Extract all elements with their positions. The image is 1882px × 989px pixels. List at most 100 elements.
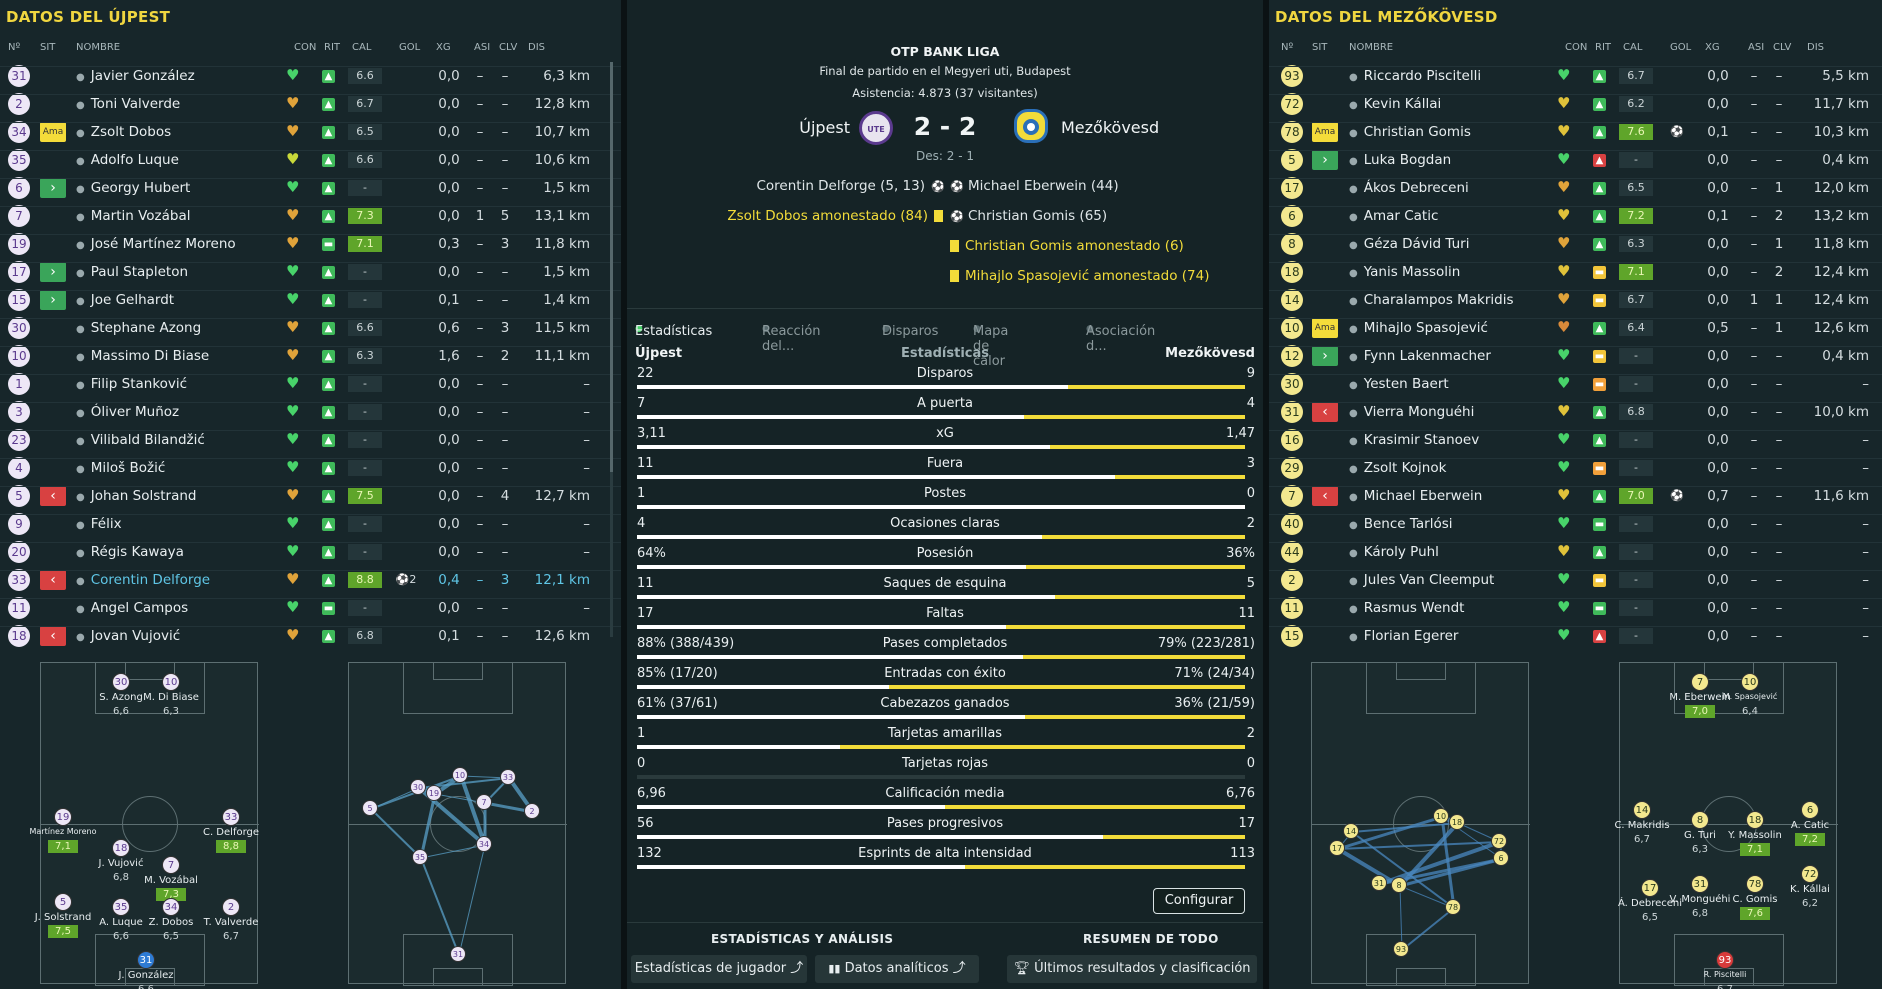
player-row[interactable]: 11 ● Rasmus Wendt ♥ ▬ - 0,0 – – – — [1269, 594, 1882, 622]
home-table-scrollbar[interactable] — [610, 62, 613, 637]
player-marker[interactable]: 93 — [1716, 951, 1734, 969]
player-row[interactable]: 78 Ama ● Christian Gomis ♥ ▲ 7.6 ⚽ 0,1 – – 10,3 km — [1269, 118, 1882, 146]
pass-map-node[interactable]: 93 — [1393, 941, 1409, 957]
column-header-cal[interactable]: CAL — [1623, 42, 1643, 53]
player-row[interactable]: 2 ● Jules Van Cleemput ♥ ▬ - 0,0 – – – — [1269, 566, 1882, 594]
player-marker[interactable]: 34 — [162, 898, 180, 916]
player-row[interactable]: 9 ● Félix ♥ ▲ -0,0– – – — [0, 510, 621, 538]
player-row[interactable]: 5 ‹ ● Johan Solstrand ♥ ▲ 7.5 0,0–4 12,7 km — [0, 482, 621, 510]
player-name[interactable]: ● Massimo Di Biase — [76, 346, 209, 368]
player-name[interactable]: ● José Martínez Moreno — [76, 234, 236, 256]
player-name[interactable]: ● Károly Puhl — [1349, 542, 1439, 564]
player-row[interactable]: 15 › ● Joe Gelhardt ♥ ▲ -0,1– –1,4 km — [0, 286, 621, 314]
player-row[interactable]: 1 ● Filip Stanković ♥ ▲ -0,0– – – — [0, 370, 621, 398]
player-marker[interactable]: 6 — [1801, 801, 1819, 819]
player-marker[interactable]: 35 — [112, 898, 130, 916]
player-name[interactable]: ● Joe Gelhardt — [76, 290, 174, 312]
player-marker[interactable]: 19 — [54, 808, 72, 826]
player-name[interactable]: ● Michael Eberwein — [1349, 486, 1482, 508]
player-marker[interactable]: 18 — [112, 839, 130, 857]
player-name[interactable]: ● Vilibald Bilandžić — [76, 430, 205, 452]
away-team-name[interactable]: Mezőkövesd — [1061, 118, 1160, 137]
player-row[interactable]: 10 ● Massimo Di Biase ♥ ▲ 6.3 1,6–2 11,1 km — [0, 342, 621, 370]
pass-map-node[interactable]: 19 — [426, 785, 442, 801]
player-row[interactable]: 10 Ama ● Mihajlo Spasojević ♥ ▲ 6.4 0,5 –1 12,6 k… — [1269, 314, 1882, 342]
player-marker[interactable]: 10 — [162, 673, 180, 691]
player-marker[interactable]: 2 — [222, 898, 240, 916]
pass-map-node[interactable]: 31 — [1371, 875, 1387, 891]
player-row[interactable]: 35 ● Adolfo Luque ♥ ▲ 6.6 0,0– –10,6 km — [0, 146, 621, 174]
player-row[interactable]: 93 ● Riccardo Piscitelli ♥ ▲ 6.7 0,0 – – 5,5 km — [1269, 62, 1882, 90]
home-team-name[interactable]: Újpest — [799, 118, 850, 137]
player-row[interactable]: 19 ● José Martínez Moreno ♥ ▬ 7.1 0,3–3 11,8 km — [0, 230, 621, 258]
player-marker[interactable]: 31 — [1691, 875, 1709, 893]
player-name[interactable]: ● Miloš Božić — [76, 458, 165, 480]
player-row[interactable]: 30 ● Stephane Azong ♥ ▲ 6.6 0,6–3 11,5 km — [0, 314, 621, 342]
column-header-n[interactable]: Nº — [8, 42, 21, 53]
column-header-name[interactable]: NOMBRE — [1349, 42, 1394, 53]
column-header-n[interactable]: Nº — [1281, 42, 1294, 53]
player-marker[interactable]: 17 — [1641, 879, 1659, 897]
column-header-dis[interactable]: DIS — [528, 42, 545, 53]
player-name[interactable]: ● Yesten Baert — [1349, 374, 1449, 396]
column-header-asi[interactable]: ASI — [1748, 42, 1765, 53]
player-marker[interactable]: 31 — [137, 951, 155, 969]
player-row[interactable]: 7 ‹ ● Michael Eberwein ♥ ▲ 7.0 ⚽ 0,7 – – 11,6 km — [1269, 482, 1882, 510]
player-row[interactable]: 18 ● Yanis Massolin ♥ ▬ 7.1 0,0 –2 12,4 km — [1269, 258, 1882, 286]
player-row[interactable]: 31 ● Javier González ♥ ▲ 6.6 0,0– –6,3 km — [0, 62, 621, 90]
player-name[interactable]: ● Georgy Hubert — [76, 178, 190, 200]
player-name[interactable]: ● Javier González — [76, 66, 195, 88]
player-row[interactable]: 4 ● Miloš Božić ♥ ▲ -0,0– – – — [0, 454, 621, 482]
column-header-gol[interactable]: GOL — [1670, 42, 1692, 53]
player-row[interactable]: 7 ● Martin Vozábal ♥ ▲ 7.3 0,0 1 5 13,1 km — [0, 202, 621, 230]
pass-map-node[interactable]: 8 — [1391, 877, 1407, 893]
player-marker[interactable]: 10 — [1741, 673, 1759, 691]
column-header-dis[interactable]: DIS — [1807, 42, 1824, 53]
player-name[interactable]: ● Christian Gomis — [1349, 122, 1471, 144]
column-header-rit[interactable]: RIT — [324, 42, 341, 53]
pass-map-node[interactable]: 17 — [1329, 840, 1345, 856]
player-name[interactable]: ● Stephane Azong — [76, 318, 201, 340]
column-header-cal[interactable]: CAL — [352, 42, 372, 53]
player-row[interactable]: 34 Ama ● Zsolt Dobos ♥ ▲ 6.5 0,0– –10,7 km — [0, 118, 621, 146]
player-marker[interactable]: 30 — [112, 673, 130, 691]
column-header-gol[interactable]: GOL — [399, 42, 421, 53]
player-name[interactable]: ● Charalampos Makridis — [1349, 290, 1514, 312]
player-row[interactable]: 72 ● Kevin Kállai ♥ ▲ 6.2 0,0 – – 11,7 km — [1269, 90, 1882, 118]
column-header-asi[interactable]: ASI — [474, 42, 491, 53]
player-name[interactable]: ● Kevin Kállai — [1349, 94, 1441, 116]
player-name[interactable]: ● Félix — [76, 514, 122, 536]
player-row[interactable]: 11 ● Angel Campos ♥ ▬ -0,0– – – — [0, 594, 621, 622]
player-name[interactable]: ● Johan Solstrand — [76, 486, 197, 508]
player-row[interactable]: 15 ● Florian Egerer ♥ ▲ - 0,0 – – – — [1269, 622, 1882, 650]
player-name[interactable]: ● Bence Tarlósi — [1349, 514, 1453, 536]
player-marker[interactable]: 7 — [1691, 673, 1709, 691]
player-name[interactable]: ● Martin Vozábal — [76, 206, 191, 228]
configure-button[interactable]: Configurar — [1153, 888, 1245, 914]
pass-map-node[interactable]: 10 — [1433, 808, 1449, 824]
pass-map-node[interactable]: 7 — [476, 794, 492, 810]
player-row[interactable]: 14 ● Charalampos Makridis ♥ ▬ 6.7 0,0 1 1 12,4 km — [1269, 286, 1882, 314]
column-header-clv[interactable]: CLV — [499, 42, 518, 53]
pass-map-node[interactable]: 30 — [410, 779, 426, 795]
player-name[interactable]: ● Paul Stapleton — [76, 262, 188, 284]
latest-results-button[interactable]: 🏆︎ Últimos resultados y clasificación — [1007, 955, 1257, 983]
player-name[interactable]: ● Zsolt Kojnok — [1349, 458, 1446, 480]
player-row[interactable]: 30 ● Yesten Baert ♥ ▬ - 0,0 – – – — [1269, 370, 1882, 398]
column-header-con[interactable]: CON — [294, 42, 317, 53]
player-name[interactable]: ● Jules Van Cleemput — [1349, 570, 1494, 592]
column-header-sit[interactable]: SIT — [1312, 42, 1328, 53]
column-header-con[interactable]: CON — [1565, 42, 1588, 53]
player-name[interactable]: ● Krasimir Stanoev — [1349, 430, 1479, 452]
pass-map-node[interactable]: 10 — [452, 767, 468, 783]
pass-map-node[interactable]: 72 — [1491, 833, 1507, 849]
player-name[interactable]: ● Zsolt Dobos — [76, 122, 171, 144]
player-name[interactable]: ● Régis Kawaya — [76, 542, 184, 564]
player-name[interactable]: ● Mihajlo Spasojević — [1349, 318, 1488, 340]
pass-map-node[interactable]: 31 — [450, 946, 466, 962]
player-name[interactable]: ● Géza Dávid Turi — [1349, 234, 1469, 256]
pass-map-node[interactable]: 18 — [1449, 814, 1465, 830]
player-marker[interactable]: 7 — [162, 856, 180, 874]
pass-map-node[interactable]: 5 — [362, 800, 378, 816]
player-row[interactable]: 31 ‹ ● Vierra Monguéhi ♥ ▲ 6.8 0,0 – – 10,0 km — [1269, 398, 1882, 426]
